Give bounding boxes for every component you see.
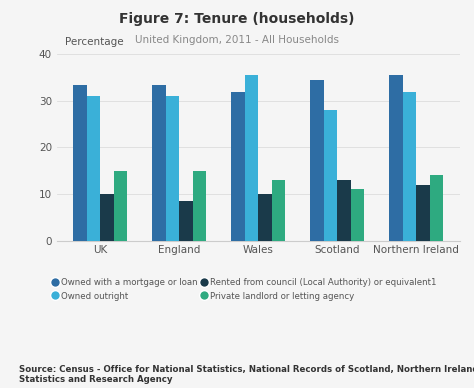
Bar (153, 85, 166, 241)
Bar (231, 92, 245, 241)
Bar (179, 201, 193, 241)
Text: United Kingdom, 2011 - All Households: United Kingdom, 2011 - All Households (135, 35, 339, 45)
Bar (337, 180, 351, 241)
Bar (430, 175, 443, 241)
Bar (351, 189, 364, 241)
Bar (310, 80, 324, 241)
Bar (272, 180, 285, 241)
Bar (245, 75, 258, 241)
Bar (390, 75, 403, 241)
Bar (258, 194, 272, 241)
Text: Figure 7: Tenure (households): Figure 7: Tenure (households) (119, 12, 355, 26)
Bar (73, 85, 87, 241)
Bar (87, 96, 100, 241)
Bar (403, 92, 416, 241)
Bar (166, 96, 179, 241)
Bar (100, 194, 114, 241)
Text: Source: Census - Office for National Statistics, National Records of Scotland, N: Source: Census - Office for National Sta… (19, 365, 474, 384)
Bar (416, 185, 430, 241)
Bar (114, 171, 127, 241)
Bar (324, 110, 337, 241)
Bar (193, 171, 206, 241)
Legend: Owned with a mortgage or loan, Owned outright, Rented from council (Local Author: Owned with a mortgage or loan, Owned out… (53, 278, 436, 301)
Text: Percentage: Percentage (65, 37, 123, 47)
